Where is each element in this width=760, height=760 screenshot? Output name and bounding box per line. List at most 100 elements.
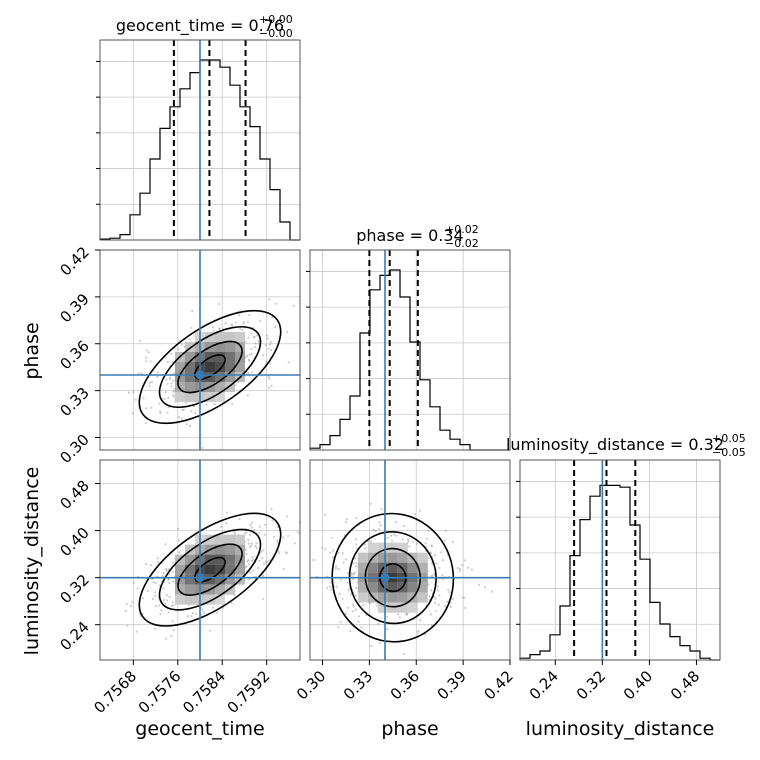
scatter-point (271, 519, 274, 522)
scatter-point (271, 316, 274, 319)
xlabel-phase: phase (381, 718, 438, 740)
scatter-point (172, 604, 175, 607)
scatter-point (276, 541, 280, 544)
density-cell (215, 544, 225, 555)
x-tick-label: 0.7576 (135, 667, 185, 717)
scatter-point (351, 562, 354, 565)
scatter-point (154, 604, 157, 608)
scatter-point (160, 609, 163, 612)
scatter-point (429, 613, 433, 616)
scatter-point (332, 556, 335, 559)
scatter-point (363, 547, 367, 550)
scatter-point (276, 525, 279, 529)
scatter-point (478, 583, 481, 586)
scatter-point (159, 410, 162, 413)
scatter-point (443, 605, 447, 608)
scatter-point (276, 539, 279, 543)
scatter-point (132, 391, 135, 394)
scatter-point (329, 585, 332, 588)
scatter-point (164, 391, 167, 394)
scatter-point (437, 585, 440, 588)
scatter-point (255, 542, 258, 545)
density-cell (387, 592, 398, 603)
density-cell (235, 544, 245, 555)
density-cell (185, 372, 195, 382)
scatter-point (352, 610, 355, 613)
scatter-point (165, 567, 168, 571)
scatter-point (438, 566, 441, 569)
scatter-point (357, 620, 360, 623)
density-cell (225, 564, 235, 575)
x-tick-label: 0.30 (293, 667, 329, 703)
density-cell (225, 332, 235, 342)
scatter-point (390, 534, 393, 537)
scatter-point (253, 345, 257, 349)
density-cell (407, 562, 418, 573)
scatter-point (385, 615, 389, 619)
scatter-point (434, 609, 437, 612)
scatter-point (224, 322, 227, 325)
x-tick-label: 0.24 (526, 667, 562, 703)
contour-line (158, 528, 262, 611)
scatter-point (449, 605, 452, 609)
scatter-point (144, 360, 148, 363)
scatter-point (430, 624, 433, 627)
scatter-point (441, 574, 444, 577)
scatter-point (270, 384, 273, 387)
scatter-point (150, 380, 153, 383)
contour-line (364, 547, 422, 608)
density-cell (397, 592, 408, 603)
scatter-point (352, 605, 355, 608)
scatter-point (355, 538, 358, 541)
scatter-point (269, 362, 272, 365)
scatter-point (324, 513, 327, 516)
scatter-point (354, 557, 357, 560)
y-tick-label: 0.36 (56, 337, 92, 373)
scatter-point (148, 381, 151, 384)
panel-frame (309, 459, 511, 661)
density-cell (377, 582, 388, 593)
scatter-point (358, 615, 361, 618)
panel-frame (99, 249, 301, 451)
scatter-point (277, 550, 280, 553)
scatter-point (164, 543, 167, 546)
scatter-point (247, 372, 250, 375)
scatter-point (145, 356, 148, 359)
scatter-point (329, 588, 332, 591)
scatter-point (248, 314, 251, 317)
density-cell (215, 594, 225, 605)
scatter-point (265, 360, 268, 363)
scatter-point (168, 596, 171, 599)
scatter-point (360, 626, 363, 629)
truth-marker (380, 573, 390, 583)
scatter-point (329, 551, 332, 554)
scatter-point (148, 384, 151, 387)
scatter-point (166, 599, 169, 602)
scatter-point (398, 616, 401, 619)
scatter-point (168, 582, 171, 585)
truth-marker (195, 370, 205, 380)
scatter-point (189, 424, 192, 428)
scatter-point (344, 520, 348, 524)
scatter-point (341, 597, 344, 600)
scatter-point (144, 422, 148, 425)
scatter-point (172, 628, 175, 632)
scatter-point (247, 358, 250, 361)
density-cell (357, 552, 368, 563)
scatter-point (262, 354, 265, 357)
title-luminosity-distance-plus: +0.05 (712, 432, 746, 445)
density-cell (377, 602, 388, 613)
density-cell (175, 594, 185, 605)
truth-lines (100, 40, 604, 660)
xlabel-luminosity-distance: luminosity_distance (526, 718, 715, 740)
scatter-point (355, 561, 358, 565)
scatter-point (258, 525, 261, 528)
scatter-point (430, 589, 433, 592)
scatter-point (395, 521, 398, 524)
scatter-point (425, 537, 428, 540)
histograms (99, 40, 720, 661)
scatter-point (412, 540, 415, 543)
contour-line (138, 309, 282, 425)
scatter-point (270, 507, 273, 510)
scatter-point (251, 526, 254, 529)
